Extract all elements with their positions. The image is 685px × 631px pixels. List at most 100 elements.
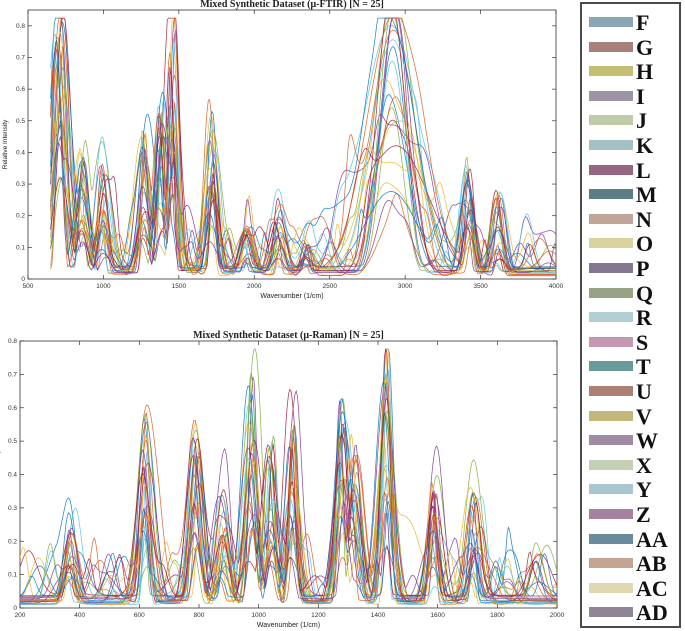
y-tick-label: 0.6: [8, 405, 17, 412]
legend-label: AB: [636, 551, 667, 577]
legend-item: M: [582, 182, 679, 207]
legend-item: L: [582, 158, 679, 183]
legend-item: AB: [582, 551, 679, 576]
legend-item: AD: [582, 600, 679, 625]
spectrum-line: [50, 112, 556, 272]
legend-item: T: [582, 354, 679, 379]
legend-swatch: [589, 164, 633, 175]
y-tick-label: 0.8: [16, 23, 25, 30]
legend-swatch: [589, 336, 633, 347]
x-tick-label: 2000: [247, 283, 262, 290]
legend-label: S: [636, 329, 649, 355]
legend-item: V: [582, 404, 679, 429]
legend-swatch: [589, 435, 633, 446]
legend-label: Z: [636, 502, 651, 527]
x-tick-label: 3500: [473, 283, 488, 290]
y-tick-label: 0: [13, 605, 17, 612]
chart-panel-1: Mixed Synthetic Dataset (μ-FTIR) [N = 25…: [2, 0, 564, 300]
x-tick-label: 2500: [322, 283, 337, 290]
spectrum-line: [50, 34, 556, 272]
legend-item: S: [582, 330, 679, 355]
x-axis-label: Wavenumber (1/cm): [260, 293, 323, 300]
spectrum-line: [50, 17, 556, 271]
legend-label: R: [636, 305, 652, 331]
x-tick-label: 400: [74, 612, 85, 619]
x-tick-label: 1400: [371, 612, 386, 619]
legend-label: J: [636, 108, 647, 134]
spectrum-line: [50, 17, 556, 271]
legend-label: AA: [636, 526, 668, 552]
legend-swatch: [589, 582, 633, 593]
legend-swatch: [589, 213, 633, 224]
legend-item: X: [582, 453, 679, 478]
legend-swatch: [589, 386, 633, 396]
legend-label: I: [636, 83, 645, 109]
series-group: [50, 17, 556, 277]
legend-swatch: [589, 312, 633, 323]
legend-swatch: [589, 607, 633, 618]
legend-swatch: [589, 41, 633, 52]
legend-item: R: [582, 305, 679, 330]
spectrum-line: [20, 369, 557, 603]
y-axis-label: Relative Intensity: [2, 119, 9, 169]
legend-item: J: [582, 108, 679, 133]
x-tick-label: 1200: [311, 612, 326, 619]
chart-title: Mixed Synthetic Dataset (μ-Raman) [N = 2…: [193, 330, 384, 341]
x-tick-label: 1600: [430, 612, 445, 619]
legend-label: Q: [636, 280, 654, 306]
legend-label: Y: [636, 477, 652, 503]
spectrum-line: [50, 17, 556, 269]
spectrum-line: [20, 348, 557, 602]
y-tick-label: 0: [21, 276, 25, 283]
x-tick-label: 1800: [490, 612, 505, 619]
y-tick-label: 0.4: [16, 149, 25, 156]
legend-label: W: [636, 428, 658, 454]
y-tick-label: 0.3: [16, 181, 25, 188]
x-tick-label: 500: [23, 283, 34, 290]
legend-swatch: [589, 410, 633, 421]
legend-swatch: [589, 17, 633, 27]
legend-label: V: [636, 403, 652, 429]
legend-item: I: [582, 84, 679, 109]
spectrum-line: [20, 397, 557, 598]
legend-swatch: [589, 533, 633, 544]
legend-item: G: [582, 35, 679, 60]
legend-label: G: [636, 34, 654, 60]
legend-swatch: [589, 90, 633, 101]
legend-label: F: [636, 10, 650, 35]
y-tick-label: 0.2: [16, 213, 25, 220]
legend-label: P: [636, 256, 650, 281]
y-tick-label: 0.8: [8, 338, 17, 345]
legend-swatch: [589, 459, 633, 470]
legend-swatch: [589, 140, 633, 150]
legend-item: AA: [582, 527, 679, 552]
legend-label: U: [636, 379, 652, 404]
y-tick-label: 0.6: [16, 86, 25, 93]
legend-label: L: [636, 157, 651, 183]
legend-label: X: [636, 452, 652, 478]
legend-item: U: [582, 379, 679, 404]
spectrum-line: [20, 438, 557, 601]
legend-item: Q: [582, 281, 679, 306]
x-tick-label: 800: [194, 612, 205, 619]
legend-swatch: [589, 484, 633, 495]
legend-label: N: [636, 206, 652, 232]
legend-item: AC: [582, 576, 679, 601]
legend-swatch: [589, 287, 633, 298]
y-tick-label: 0.7: [16, 54, 25, 61]
spectrum-line: [50, 31, 556, 269]
x-tick-label: 200: [15, 612, 26, 619]
legend-item: F: [582, 10, 679, 35]
legend-label: M: [636, 182, 657, 208]
legend-swatch: [589, 509, 633, 519]
legend-item: Z: [582, 502, 679, 527]
chart-panel-2: Mixed Synthetic Dataset (μ-Raman) [N = 2…: [0, 330, 565, 629]
spectrum-line: [20, 437, 557, 600]
legend-item: H: [582, 59, 679, 84]
legend-item: N: [582, 207, 679, 232]
x-tick-label: 4000: [549, 283, 564, 290]
spectrum-line: [20, 381, 557, 603]
y-tick-label: 0.1: [16, 244, 25, 251]
x-tick-label: 1500: [172, 283, 187, 290]
spectra-figure: Mixed Synthetic Dataset (μ-FTIR) [N = 25…: [0, 0, 565, 629]
